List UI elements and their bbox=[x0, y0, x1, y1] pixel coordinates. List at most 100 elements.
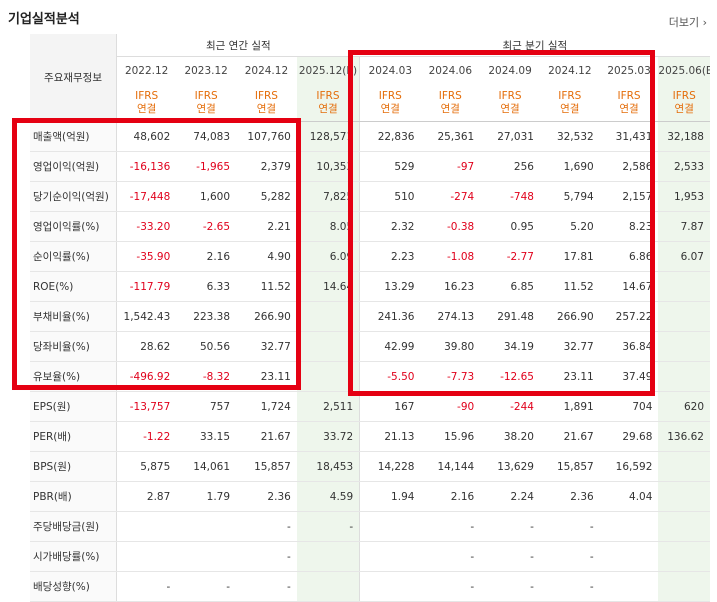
table-cell: 6.09 bbox=[296, 241, 360, 272]
row-label: 영업이익률(%) bbox=[30, 211, 118, 242]
table-cell: 23.11 bbox=[236, 361, 297, 392]
table-cell bbox=[296, 571, 360, 602]
table-cell: 7.87 bbox=[658, 211, 710, 242]
table-cell: 18,453 bbox=[296, 451, 360, 482]
table-cell: 50.56 bbox=[176, 331, 237, 362]
table-cell: 38.20 bbox=[480, 421, 540, 452]
ifrs-label: IFRS 연결 bbox=[420, 85, 481, 122]
ifrs-standard: IFRS bbox=[135, 90, 159, 102]
table-cell: 14,228 bbox=[359, 451, 421, 482]
table-cell: - bbox=[296, 511, 360, 542]
row-label: 영업이익(억원) bbox=[30, 151, 118, 182]
table-cell: -35.90 bbox=[116, 241, 177, 272]
table-cell: 2.24 bbox=[480, 481, 540, 512]
table-cell: 14.64 bbox=[296, 271, 360, 302]
table-cell: 2,586 bbox=[599, 151, 659, 182]
table-cell: -16,136 bbox=[116, 151, 177, 182]
table-cell: - bbox=[480, 541, 540, 572]
table-cell: 29.68 bbox=[599, 421, 659, 452]
more-link[interactable]: 더보기 bbox=[669, 14, 707, 30]
table-cell: 74,083 bbox=[176, 121, 237, 152]
table-cell: 32.77 bbox=[539, 331, 600, 362]
table-cell: 2,379 bbox=[236, 151, 297, 182]
row-label: 배당성향(%) bbox=[30, 571, 118, 602]
table-cell bbox=[116, 511, 177, 542]
table-cell: 32,532 bbox=[539, 121, 600, 152]
table-cell bbox=[176, 541, 237, 572]
table-cell: 223.38 bbox=[176, 301, 237, 332]
table-cell: 27,031 bbox=[480, 121, 540, 152]
table-cell: -496.92 bbox=[116, 361, 177, 392]
table-cell: 2.87 bbox=[116, 481, 177, 512]
table-cell: 17.81 bbox=[539, 241, 600, 272]
table-cell bbox=[658, 451, 710, 482]
quarter-group-label: 최근 분기 실적 bbox=[359, 34, 710, 57]
table-cell: 34.19 bbox=[480, 331, 540, 362]
period-header: 2025.12(E) bbox=[296, 56, 360, 85]
table-cell: 2.36 bbox=[236, 481, 297, 512]
table-cell: 620 bbox=[658, 391, 710, 422]
ifrs-standard: IFRS bbox=[438, 90, 462, 102]
table-cell: -7.73 bbox=[420, 361, 481, 392]
row-label: 시가배당률(%) bbox=[30, 541, 118, 572]
table-cell: 107,760 bbox=[236, 121, 297, 152]
period-header: 2022.12 bbox=[124, 65, 169, 77]
table-cell bbox=[658, 571, 710, 602]
table-body: 매출액(억원) 48,602 74,083 107,760 128,571 22,836 2… bbox=[30, 121, 710, 602]
table-cell: -17,448 bbox=[116, 181, 177, 212]
ifrs-standard: IFRS bbox=[558, 90, 582, 102]
table-cell: -8.32 bbox=[176, 361, 237, 392]
table-cell: 256 bbox=[480, 151, 540, 182]
table-cell bbox=[658, 271, 710, 302]
table-cell bbox=[296, 361, 360, 392]
period-header: 2024.12 bbox=[548, 65, 592, 77]
table-cell bbox=[176, 511, 237, 542]
table-cell: 1,724 bbox=[236, 391, 297, 422]
ifrs-standard: IFRS bbox=[316, 90, 340, 102]
table-cell: 15,857 bbox=[236, 451, 297, 482]
table-row: EPS(원) -13,757 757 1,724 2,511 167 -90 -244 1,89… bbox=[30, 391, 710, 422]
table-cell bbox=[359, 511, 421, 542]
table-cell: 8.05 bbox=[296, 211, 360, 242]
table-cell: 2,157 bbox=[599, 181, 659, 212]
table-cell: 529 bbox=[359, 151, 421, 182]
ifrs-standard: IFRS bbox=[498, 90, 522, 102]
table-cell: 5,282 bbox=[236, 181, 297, 212]
table-cell: 32,188 bbox=[658, 121, 710, 152]
table-cell: - bbox=[116, 571, 177, 602]
table-cell bbox=[658, 511, 710, 542]
table-cell: - bbox=[420, 511, 481, 542]
period-header: 2025.03 bbox=[607, 65, 651, 77]
table-row: 순이익률(%) -35.90 2.16 4.90 6.09 2.23 -1.08 -2.77 1… bbox=[30, 241, 710, 272]
table-cell: 36.84 bbox=[599, 331, 659, 362]
table-cell: 2.21 bbox=[236, 211, 297, 242]
table-cell: 16.23 bbox=[420, 271, 481, 302]
table-cell: 1,690 bbox=[539, 151, 600, 182]
ifrs-consolidated: 연결 bbox=[440, 103, 460, 115]
ifrs-consolidated: 연결 bbox=[500, 103, 520, 115]
table-cell bbox=[296, 331, 360, 362]
table-cell: -90 bbox=[420, 391, 481, 422]
table-cell: -2.77 bbox=[480, 241, 540, 272]
period-header: 2024.09 bbox=[488, 65, 532, 77]
table-cell: -5.50 bbox=[359, 361, 421, 392]
table-cell: 291.48 bbox=[480, 301, 540, 332]
period-header: 2024.12 bbox=[244, 65, 289, 77]
period-header: 2024.03 bbox=[359, 56, 421, 85]
table-cell bbox=[296, 301, 360, 332]
table-row: 매출액(억원) 48,602 74,083 107,760 128,571 22,836 2… bbox=[30, 121, 710, 152]
table-cell: 6.85 bbox=[480, 271, 540, 302]
table-row: ROE(%) -117.79 6.33 11.52 14.64 13.29 16.23 6.8… bbox=[30, 271, 710, 302]
table-cell: 2.36 bbox=[539, 481, 600, 512]
table-row: PER(배) -1.22 33.15 21.67 33.72 21.13 15.96 38.2… bbox=[30, 421, 710, 452]
ifrs-standard: IFRS bbox=[378, 90, 402, 102]
table-cell: -97 bbox=[420, 151, 481, 182]
row-label: PER(배) bbox=[30, 421, 118, 452]
table-cell: 15,857 bbox=[539, 451, 600, 482]
table-row: BPS(원) 5,875 14,061 15,857 18,453 14,228 14,14… bbox=[30, 451, 710, 482]
row-label: 당기순이익(억원) bbox=[30, 181, 118, 212]
table-cell: 11.52 bbox=[236, 271, 297, 302]
table-cell: -1.22 bbox=[116, 421, 177, 452]
table-cell bbox=[599, 541, 659, 572]
table-cell: 510 bbox=[359, 181, 421, 212]
